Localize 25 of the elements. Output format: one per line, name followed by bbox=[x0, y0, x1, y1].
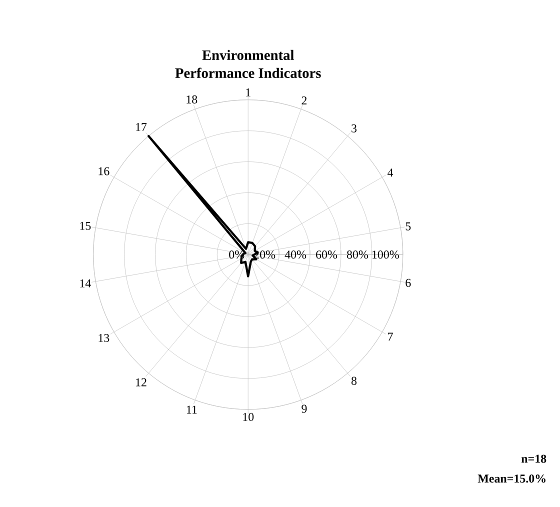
spoke-label: 10 bbox=[243, 412, 254, 422]
spoke-label: 17 bbox=[136, 123, 147, 131]
spoke-label: 3 bbox=[352, 124, 357, 132]
spoke-label: 9 bbox=[302, 404, 307, 413]
y-tick-label: 100% bbox=[372, 250, 399, 259]
spoke-label: 11 bbox=[186, 406, 197, 414]
spoke-label: 5 bbox=[406, 222, 411, 230]
spoke-label: 8 bbox=[351, 376, 357, 385]
text: n=18 bbox=[521, 454, 546, 463]
spoke-label: 16 bbox=[98, 167, 110, 176]
chart-title: Environmental Performance Indicators bbox=[175, 50, 321, 78]
spoke-label: 12 bbox=[136, 378, 146, 386]
spoke-label: 6 bbox=[406, 278, 411, 287]
spoke-label: 14 bbox=[80, 279, 91, 288]
spoke-label: 15 bbox=[80, 222, 91, 230]
spoke-label: 18 bbox=[186, 95, 198, 104]
spoke-label: 13 bbox=[98, 334, 110, 342]
y-tick-label: 40% bbox=[284, 250, 306, 259]
y-tick-label: 80% bbox=[346, 250, 368, 259]
spoke-label: 1 bbox=[246, 88, 250, 96]
y-tick-label: 60% bbox=[316, 250, 338, 259]
spoke-label: 7 bbox=[388, 332, 393, 341]
spoke-label: 4 bbox=[388, 168, 394, 176]
text: Mean=15.0% bbox=[478, 474, 546, 483]
spoke-label: 2 bbox=[302, 96, 307, 104]
